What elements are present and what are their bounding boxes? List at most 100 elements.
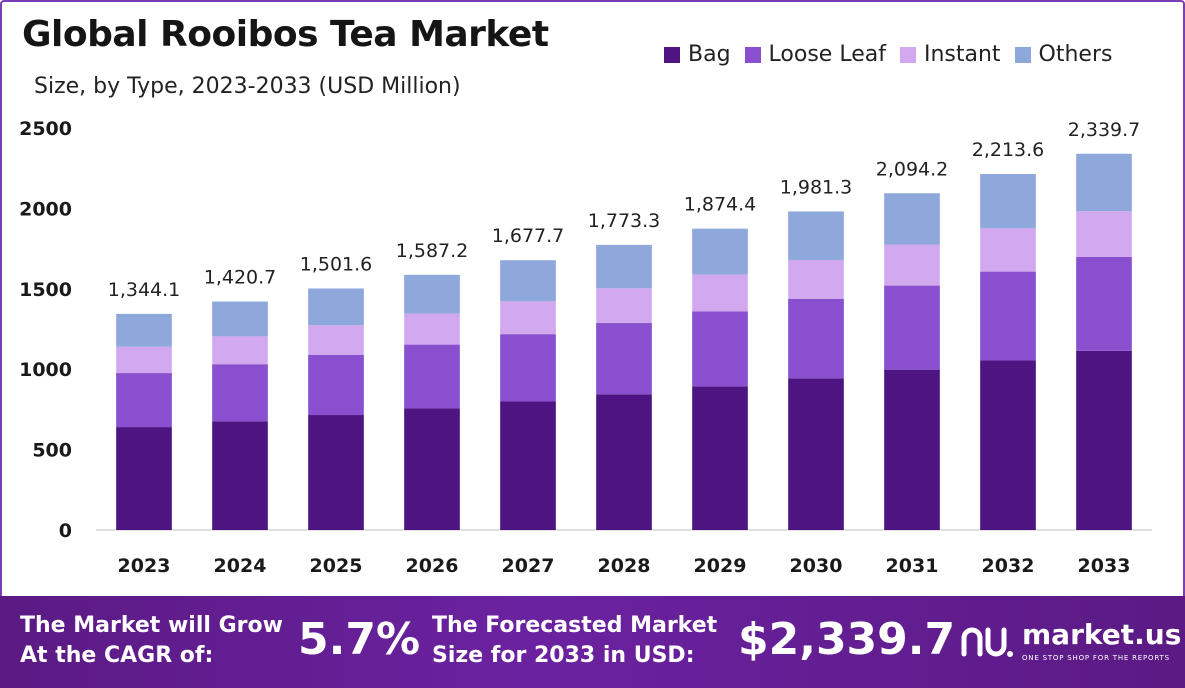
bar-segment-instant-2033 <box>1076 211 1132 257</box>
x-tick-label-2033: 2033 <box>1078 555 1131 577</box>
bar-segment-others-2030 <box>788 211 844 261</box>
bar-segment-loose-leaf-2029 <box>692 311 748 387</box>
bar-segment-instant-2032 <box>980 228 1036 272</box>
y-tick-label-0: 0 <box>59 520 72 542</box>
bar-segment-bag-2029 <box>692 386 748 530</box>
bar-segment-loose-leaf-2028 <box>596 323 652 395</box>
bar-segment-others-2023 <box>116 313 172 347</box>
chart-title: Global Rooibos Tea Market <box>22 14 549 55</box>
total-label-2032: 2,213.6 <box>972 139 1045 161</box>
legend-swatch-bag <box>664 46 680 63</box>
footer-banner: The Market will Grow At the CAGR of: 5.7… <box>0 596 1185 688</box>
total-label-2024: 1,420.7 <box>204 267 277 289</box>
y-tick-label-1000: 1000 <box>19 359 72 381</box>
legend-item-loose-leaf: Loose Leaf <box>744 42 886 67</box>
chart-legend: Bag Loose Leaf Instant Others <box>664 42 1112 67</box>
bar-segment-bag-2031 <box>884 369 940 530</box>
bar-segment-bag-2030 <box>788 378 844 530</box>
bar-segment-bag-2024 <box>212 421 268 530</box>
bar-segment-instant-2028 <box>596 288 652 324</box>
cagr-caption-line2: At the CAGR of: <box>20 643 214 668</box>
x-tick-label-2031: 2031 <box>886 555 939 577</box>
x-tick-label-2026: 2026 <box>406 555 459 577</box>
total-label-2026: 1,587.2 <box>396 240 469 262</box>
bar-segment-bag-2026 <box>404 408 460 530</box>
bar-segment-loose-leaf-2032 <box>980 271 1036 361</box>
legend-swatch-instant <box>899 46 916 63</box>
legend-label-others: Others <box>1038 42 1113 67</box>
bar-segment-bag-2033 <box>1076 350 1132 530</box>
x-tick-label-2030: 2030 <box>790 555 843 577</box>
bar-segment-others-2025 <box>308 288 364 326</box>
bar-segment-loose-leaf-2025 <box>308 354 364 416</box>
legend-label-instant: Instant <box>923 42 1001 67</box>
cagr-value: 5.7% <box>298 614 421 665</box>
legend-item-instant: Instant <box>899 42 1001 67</box>
legend-label-bag: Bag <box>688 42 731 67</box>
x-tick-label-2023: 2023 <box>118 555 171 577</box>
legend-item-bag: Bag <box>664 42 731 67</box>
legend-item-others: Others <box>1014 42 1113 67</box>
bar-segment-bag-2028 <box>596 394 652 530</box>
bar-segment-others-2033 <box>1076 153 1132 212</box>
stacked-bar-chart: 0 500 1000 1500 2000 2500 1,344.1 2023 1,420.7 20… <box>19 118 1152 577</box>
total-label-2033: 2,339.7 <box>1068 119 1141 141</box>
total-label-2028: 1,773.3 <box>588 210 661 232</box>
bar-segment-loose-leaf-2024 <box>212 364 268 422</box>
bar-segment-loose-leaf-2030 <box>788 298 844 379</box>
legend-swatch-others <box>1014 46 1031 63</box>
bar-segment-bag-2025 <box>308 415 364 530</box>
bar-segment-loose-leaf-2031 <box>884 285 940 370</box>
bar-segment-others-2027 <box>500 260 556 302</box>
forecast-caption-line2: Size for 2033 in USD: <box>432 643 695 668</box>
brand-tagline: ONE STOP SHOP FOR THE REPORTS <box>1022 654 1170 662</box>
bar-segment-others-2026 <box>404 274 460 314</box>
x-tick-label-2028: 2028 <box>598 555 651 577</box>
x-tick-label-2032: 2032 <box>982 555 1035 577</box>
y-tick-label-1500: 1500 <box>19 279 72 301</box>
total-label-2025: 1,501.6 <box>300 254 373 276</box>
bar-segment-loose-leaf-2033 <box>1076 256 1132 351</box>
bar-segment-instant-2025 <box>308 325 364 355</box>
brand-name: market.us <box>1022 618 1182 651</box>
bar-segment-loose-leaf-2026 <box>404 344 460 409</box>
bar-segment-bag-2023 <box>116 427 172 530</box>
y-tick-label-500: 500 <box>32 440 72 462</box>
total-label-2029: 1,874.4 <box>684 194 757 216</box>
bar-segment-instant-2027 <box>500 301 556 335</box>
bar-segment-loose-leaf-2027 <box>500 334 556 402</box>
y-tick-label-2500: 2500 <box>19 118 72 140</box>
bar-segment-instant-2030 <box>788 260 844 299</box>
forecast-value: $2,339.7 <box>738 614 956 665</box>
total-label-2030: 1,981.3 <box>780 176 853 198</box>
total-label-2031: 2,094.2 <box>876 158 949 180</box>
bar-segment-loose-leaf-2023 <box>116 373 172 428</box>
bar-segment-instant-2026 <box>404 313 460 345</box>
x-tick-label-2029: 2029 <box>694 555 747 577</box>
bar-segment-instant-2024 <box>212 336 268 365</box>
y-tick-label-2000: 2000 <box>19 198 72 220</box>
market-us-logo-icon <box>961 627 1013 657</box>
bar-segment-others-2031 <box>884 193 940 245</box>
bar-segment-instant-2031 <box>884 244 940 286</box>
bar-segment-bag-2027 <box>500 401 556 530</box>
legend-swatch-loose-leaf <box>744 46 761 63</box>
forecast-caption: The Forecasted Market Size for 2033 in U… <box>432 611 717 671</box>
cagr-caption: The Market will Grow At the CAGR of: <box>20 611 283 671</box>
forecast-caption-line1: The Forecasted Market <box>432 613 718 638</box>
chart-subtitle: Size, by Type, 2023-2033 (USD Million) <box>34 74 461 99</box>
bar-segment-others-2028 <box>596 244 652 289</box>
x-tick-label-2024: 2024 <box>214 555 267 577</box>
legend-label-loose-leaf: Loose Leaf <box>768 42 886 67</box>
total-label-2023: 1,344.1 <box>108 279 181 301</box>
x-tick-label-2025: 2025 <box>310 555 363 577</box>
bar-segment-instant-2023 <box>116 346 172 374</box>
cagr-caption-line1: The Market will Grow <box>20 613 283 638</box>
x-tick-label-2027: 2027 <box>502 555 555 577</box>
bar-segment-others-2024 <box>212 301 268 337</box>
bar-segment-bag-2032 <box>980 360 1036 530</box>
bar-segment-others-2029 <box>692 228 748 275</box>
total-label-2027: 1,677.7 <box>492 225 565 247</box>
bar-segment-others-2032 <box>980 173 1036 229</box>
bar-segment-instant-2029 <box>692 274 748 312</box>
